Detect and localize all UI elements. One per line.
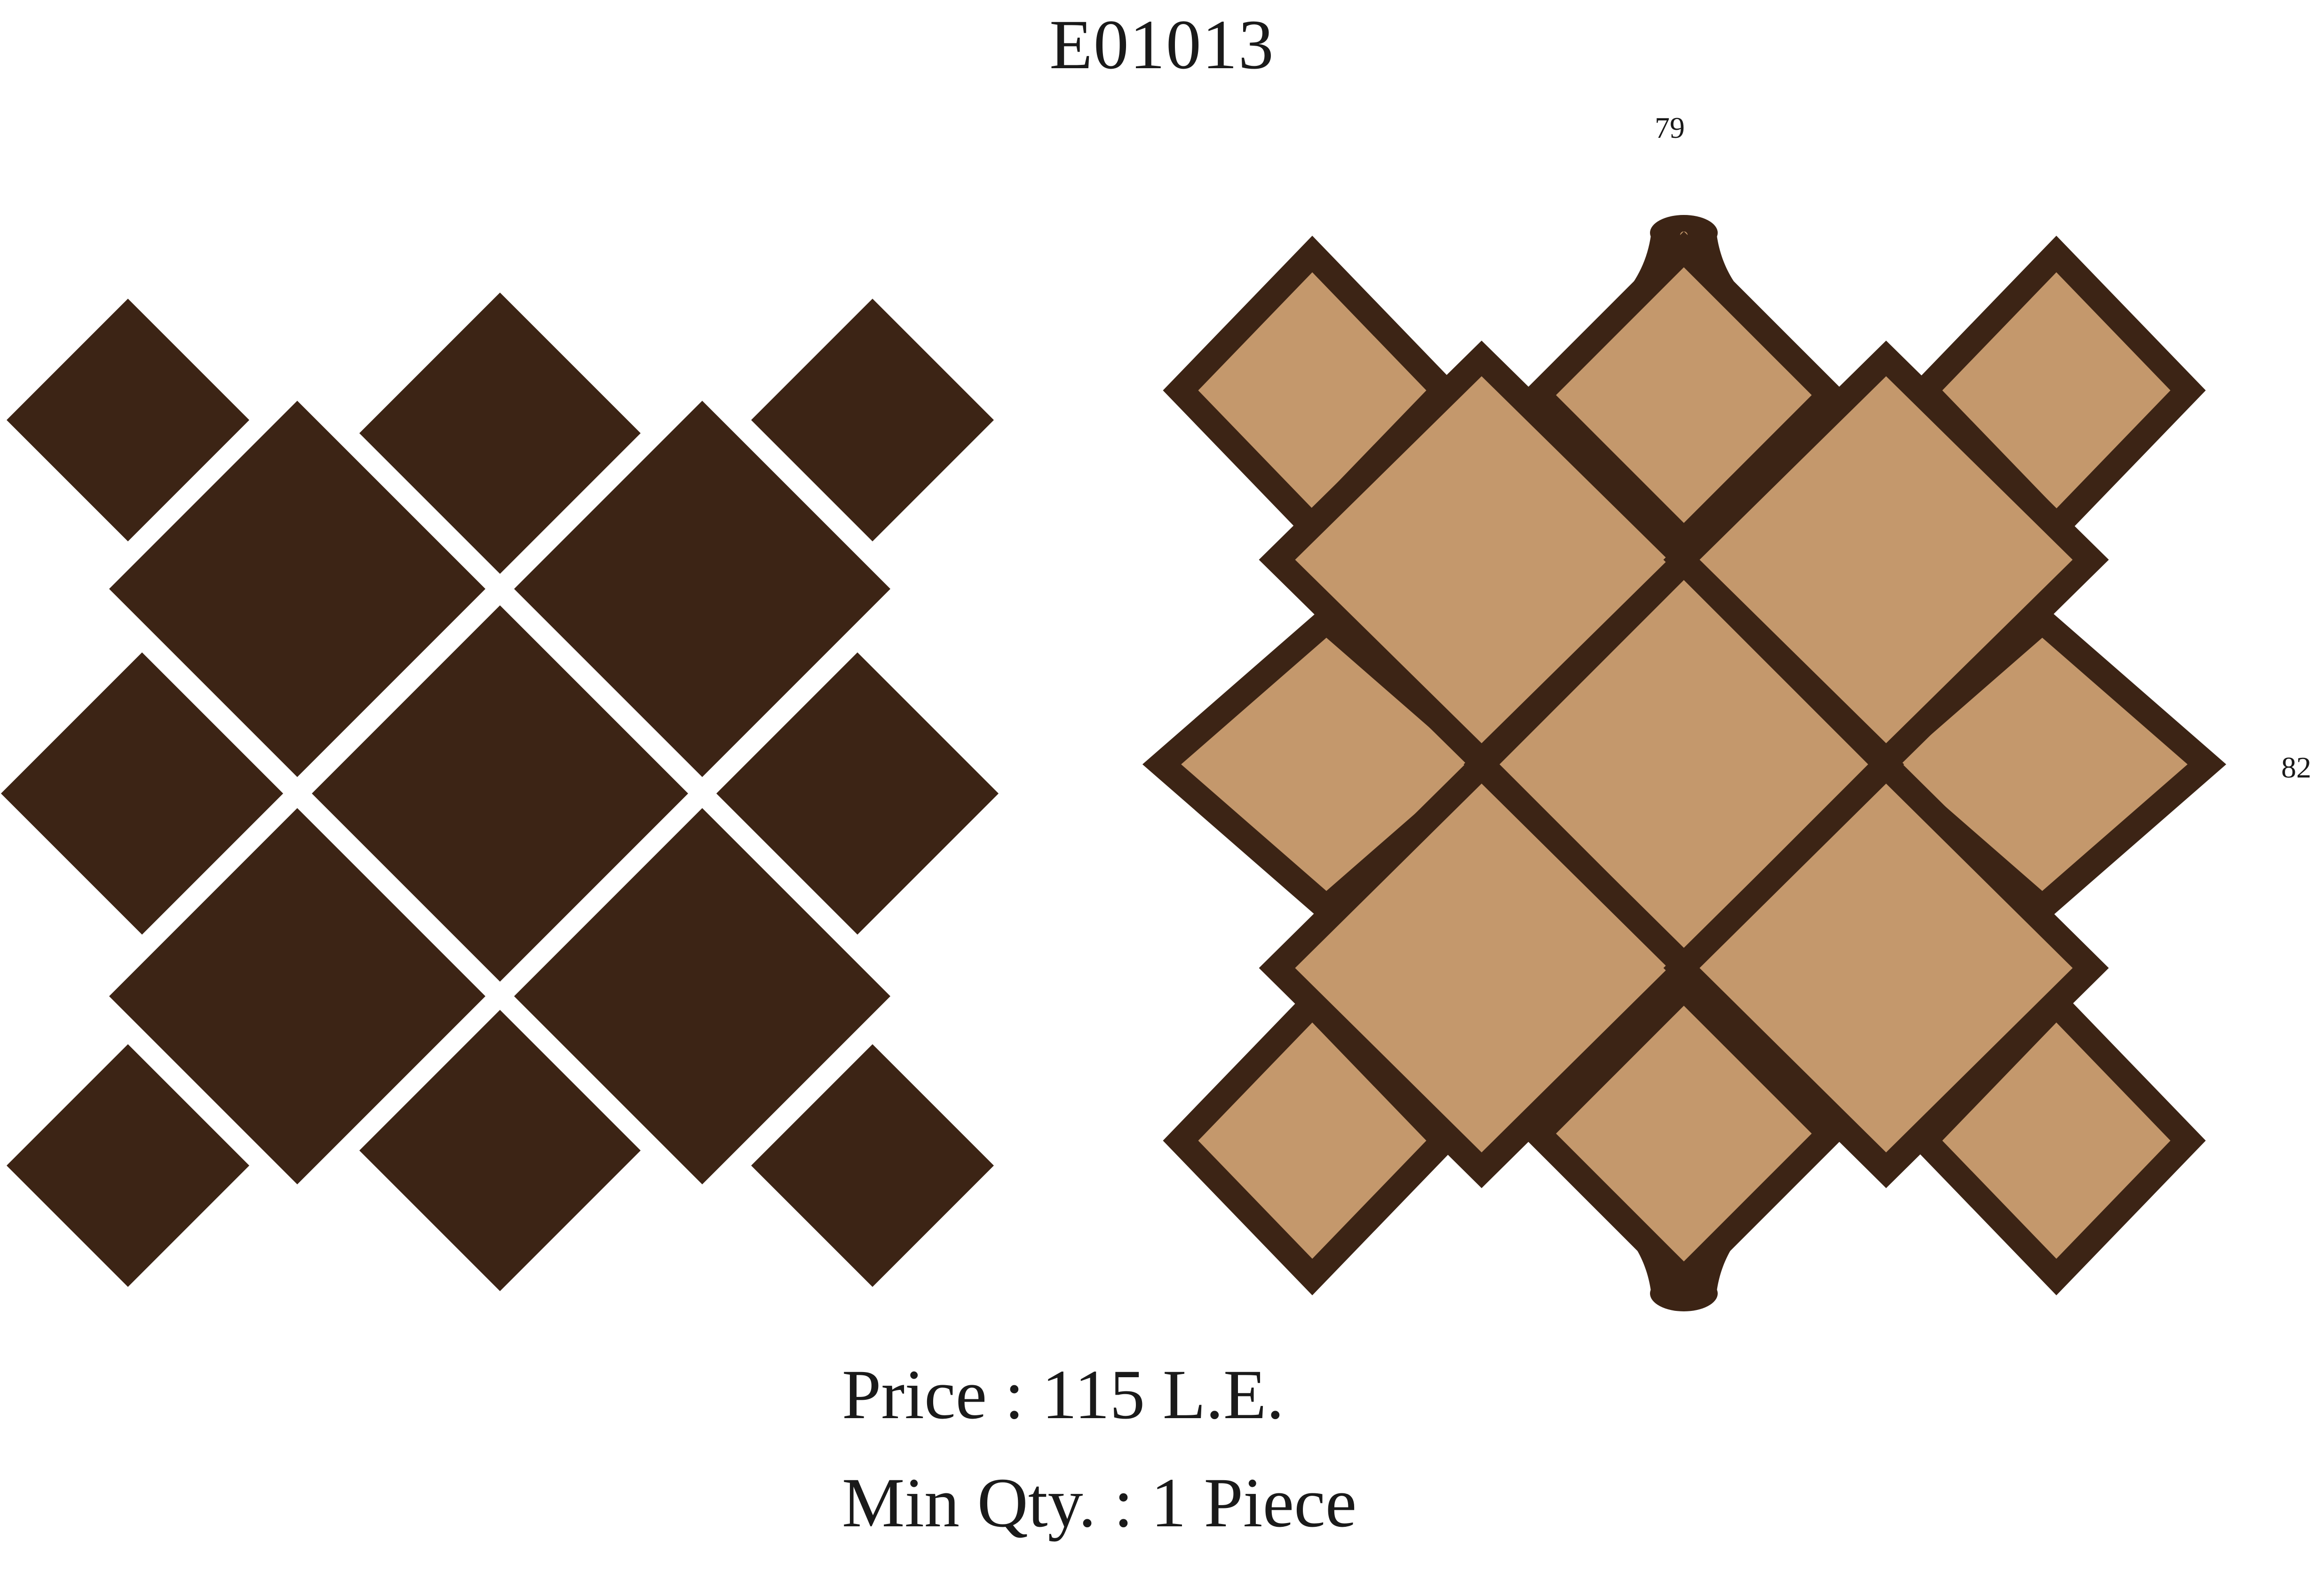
- width-dimension-label: 79: [1655, 111, 1685, 144]
- large-diamond: [109, 401, 485, 777]
- price-line: Price : 115 L.E.: [842, 1356, 1285, 1434]
- small-diamond: [751, 299, 994, 541]
- large-framed-diamond: [1663, 748, 2109, 1188]
- small-diamond: [7, 299, 249, 541]
- height-dimension-label: 82: [2281, 751, 2311, 784]
- min-qty-value: 1 Piece: [1151, 1464, 1357, 1542]
- price-value: 115 L.E.: [1041, 1356, 1285, 1434]
- small-framed-diamond: [1520, 969, 1848, 1298]
- small-diamond: [716, 652, 999, 935]
- large-diamond: [514, 401, 890, 777]
- small-diamond: [1, 652, 283, 935]
- solid-tile-silhouette: [1, 293, 999, 1291]
- small-diamond: [7, 1044, 249, 1287]
- small-diamond: [359, 293, 641, 574]
- small-diamond: [359, 1010, 641, 1291]
- min-qty-line: Min Qty. : 1 Piece: [842, 1464, 1357, 1542]
- large-diamond: [312, 605, 688, 982]
- small-diamond: [751, 1044, 994, 1287]
- min-qty-label: Min Qty.: [842, 1464, 1096, 1542]
- product-code: E01013: [1049, 6, 1275, 84]
- large-diamond: [109, 808, 485, 1184]
- pricing-info: Price : 115 L.E. Min Qty. : 1 Piece: [842, 1359, 1356, 1538]
- large-framed-diamond: [1259, 748, 1705, 1188]
- large-diamond: [514, 808, 890, 1184]
- price-label: Price: [842, 1356, 987, 1434]
- framed-tile-design: [1142, 215, 2227, 1311]
